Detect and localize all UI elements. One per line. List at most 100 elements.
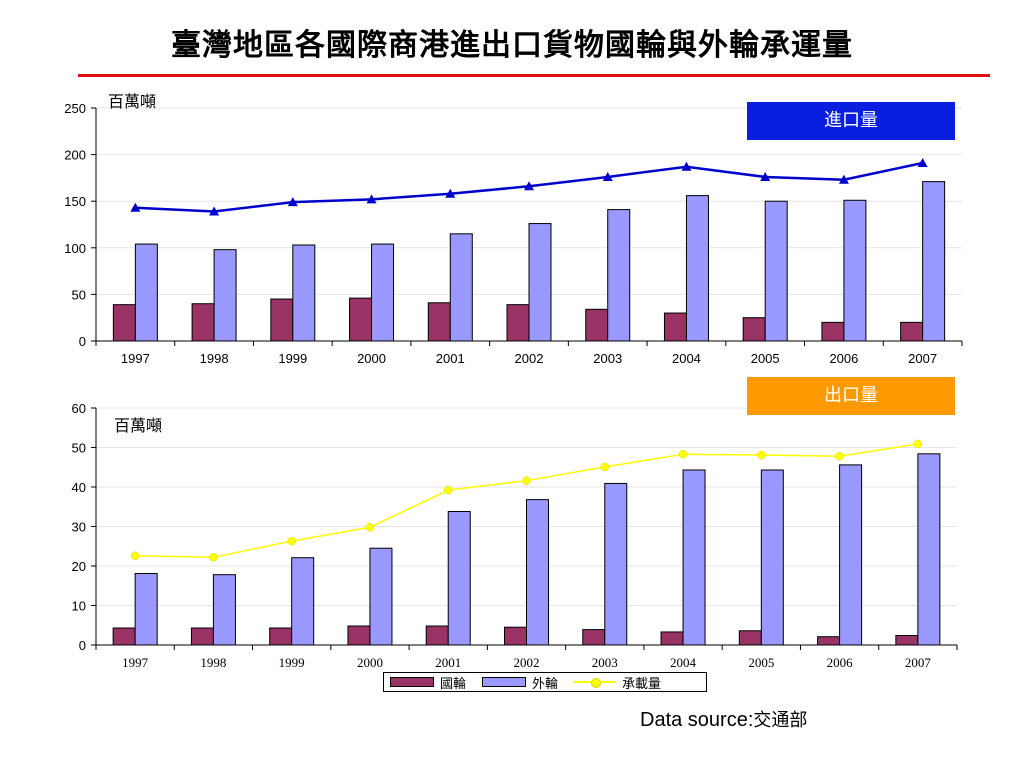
export-foreign-bar (839, 464, 863, 646)
import-x-tick-label: 2003 (593, 351, 622, 366)
export-foreign-bar (682, 469, 706, 646)
export-x-tick-label: 2005 (748, 655, 774, 670)
export-y-tick-label: 40 (72, 480, 86, 495)
import-foreign-bar (685, 195, 709, 342)
export-foreign-bar (291, 557, 315, 646)
import-unit-label: 百萬噸 (108, 92, 157, 111)
export-y-tick-label: 30 (72, 520, 86, 535)
export-domestic-bar (190, 627, 214, 646)
import-total-point (760, 171, 771, 181)
legend-item-total: 承載量 (568, 673, 661, 692)
export-x-tick-label: 1999 (279, 655, 305, 670)
export-foreign-bar (760, 469, 784, 646)
export-unit-label: 百萬噸 (114, 416, 163, 435)
import-domestic-bar (742, 317, 766, 342)
export-domestic-bar (817, 636, 841, 646)
export-y-tick-label: 20 (72, 559, 86, 574)
export-total-point (287, 536, 296, 546)
import-total-point (130, 202, 141, 212)
export-foreign-bar (526, 499, 549, 646)
import-y-tick-label: 200 (64, 148, 86, 163)
import-domestic-bar (270, 298, 294, 342)
import-total-point (602, 171, 613, 181)
export-x-tick-label: 2001 (435, 655, 461, 670)
import-foreign-bar (922, 181, 946, 342)
export-chart: 0 10 20 30 40 50 60 1997 1998 1999 2000 2001 2002 200… (72, 401, 958, 670)
export-total-point (600, 462, 610, 472)
import-y-tick-label: 150 (64, 194, 86, 209)
export-x-tick-label: 2000 (357, 655, 383, 670)
import-foreign-bar (764, 200, 788, 342)
legend-label-domestic: 國輪 (440, 676, 467, 692)
import-y-tick-label: 0 (79, 334, 86, 349)
import-domestic-bar (900, 321, 924, 342)
export-foreign-bar (447, 510, 471, 646)
import-foreign-bar (607, 209, 631, 342)
page-title: 臺灣地區各國際商港進出口貨物國輪與外輪承運量 (171, 28, 853, 63)
import-y-tick-label: 250 (64, 101, 86, 116)
import-x-tick-label: 1998 (200, 351, 229, 366)
import-total-point (838, 174, 849, 184)
legend-item-domestic: 國輪 (384, 673, 466, 692)
export-badge: 出口量 (747, 377, 955, 415)
import-foreign-bar (134, 243, 158, 342)
export-foreign-bar (134, 573, 158, 646)
import-x-tick-label: 2007 (908, 351, 937, 366)
import-total-point (917, 157, 928, 167)
import-total-point (445, 188, 456, 198)
export-total-point (913, 439, 923, 449)
import-foreign-bar (843, 199, 867, 342)
export-domestic-bar (504, 626, 527, 646)
export-domestic-bar (269, 627, 293, 646)
import-x-tick-label: 2004 (672, 351, 701, 366)
export-y-tick-label: 10 (72, 599, 86, 614)
import-total-point (287, 197, 298, 207)
chart-legend: 國輪 外輪 承載量 (383, 672, 707, 692)
import-total-point (681, 161, 692, 171)
export-x-tick-label: 2007 (905, 655, 932, 670)
export-total-point (365, 523, 375, 532)
export-domestic-bar (895, 635, 919, 646)
import-foreign-bar (528, 223, 552, 342)
import-x-tick-label: 2001 (436, 351, 465, 366)
import-foreign-bar (449, 233, 473, 342)
import-domestic-bar (663, 312, 687, 342)
import-x-tick-label: 1999 (278, 351, 307, 366)
legend-swatch-total (574, 678, 617, 688)
import-domestic-bar (821, 321, 845, 342)
import-x-tick-label: 2005 (751, 351, 780, 366)
import-domestic-bar (506, 304, 530, 342)
import-x-tick-label: 2002 (515, 351, 544, 366)
export-total-point (209, 553, 218, 562)
export-y-tick-label: 0 (79, 638, 86, 653)
export-x-tick-label: 2006 (827, 655, 854, 670)
import-domestic-bar (349, 297, 373, 342)
import-x-tick-label: 1997 (121, 351, 150, 366)
export-foreign-bar (212, 574, 236, 646)
export-domestic-bar (660, 631, 684, 646)
title-rule (78, 74, 990, 77)
import-domestic-bar (112, 304, 136, 342)
export-total-point (522, 476, 531, 485)
import-foreign-bar (371, 243, 395, 342)
export-total-point (757, 450, 766, 460)
export-x-tick-label: 1998 (200, 655, 226, 670)
import-y-tick-label: 50 (72, 287, 86, 302)
export-x-tick-label: 2002 (514, 655, 540, 670)
export-total-point (443, 485, 453, 495)
import-badge: 進口量 (747, 102, 955, 140)
data-source-prefix: Data source: (640, 709, 754, 731)
import-total-point (524, 181, 534, 191)
legend-item-foreign: 外輪 (476, 673, 558, 692)
export-foreign-bar (369, 547, 393, 646)
import-total-point (366, 194, 377, 204)
export-foreign-bar (917, 453, 941, 646)
export-x-tick-label: 1997 (122, 655, 149, 670)
legend-swatch-foreign (482, 677, 527, 687)
legend-label-total: 承載量 (622, 676, 662, 692)
import-domestic-bar (191, 303, 215, 342)
export-x-tick-label: 2004 (670, 655, 697, 670)
import-domestic-bar (585, 308, 609, 342)
export-y-tick-label: 60 (72, 401, 86, 416)
data-source: Data source:交通部 (640, 706, 807, 732)
